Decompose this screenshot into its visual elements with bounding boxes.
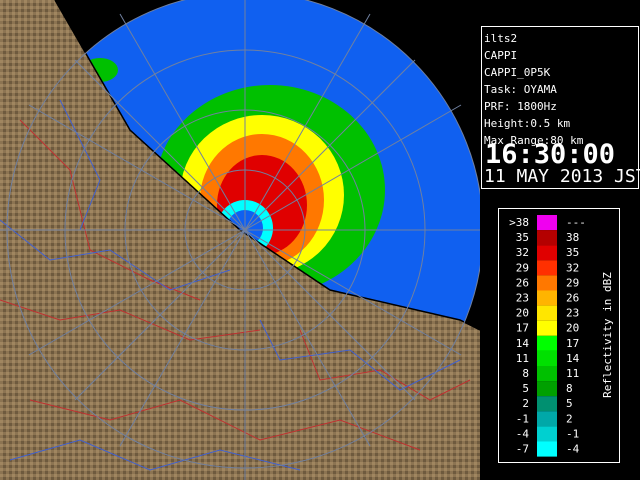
legend-swatch xyxy=(537,411,557,427)
legend-swatch xyxy=(537,426,557,442)
legend-high: 35 xyxy=(566,246,579,259)
legend-high: 26 xyxy=(566,292,579,305)
legend: >38 --- 35 38 32 35 29 32 26 29 23 26 20 23 17 20 14 17 11… xyxy=(509,215,586,457)
info-line: Height:0.5 km xyxy=(484,117,570,130)
legend-low: 29 xyxy=(516,261,529,274)
legend-box xyxy=(498,208,620,463)
legend-swatch xyxy=(537,366,557,382)
legend-swatch xyxy=(537,230,557,246)
legend-low: >38 xyxy=(509,216,529,229)
legend-swatch xyxy=(537,350,557,366)
info-lines: ilts2 CAPPI CAPPI_0P5K Task: OYAMA PRF: 1800… xyxy=(484,32,584,147)
info-panel xyxy=(481,26,639,189)
legend-swatch xyxy=(537,245,557,261)
legend-swatch xyxy=(537,275,557,291)
legend-low: -1 xyxy=(516,412,529,425)
legend-low: 23 xyxy=(516,292,529,305)
legend-high: 11 xyxy=(566,367,579,380)
legend-high: 14 xyxy=(566,352,580,365)
info-line: Task: OYAMA xyxy=(484,83,557,96)
info-line: PRF: 1800Hz xyxy=(484,100,557,113)
legend-high: 20 xyxy=(566,322,579,335)
legend-low: -7 xyxy=(516,443,529,456)
legend-swatch xyxy=(537,215,557,231)
legend-swatch xyxy=(537,260,557,276)
date: 11 MAY 2013 JST xyxy=(484,166,640,187)
legend-high: 17 xyxy=(566,337,579,350)
legend-low: -4 xyxy=(516,427,530,440)
legend-high: 38 xyxy=(566,231,579,244)
legend-high: 32 xyxy=(566,261,579,274)
legend-swatch xyxy=(537,335,557,351)
legend-swatch xyxy=(537,320,557,336)
legend-swatch xyxy=(537,396,557,412)
legend-high: -1 xyxy=(566,427,579,440)
legend-swatch xyxy=(537,381,557,397)
info-line: CAPPI xyxy=(484,49,517,62)
legend-low: 20 xyxy=(516,307,529,320)
legend-high: 5 xyxy=(566,397,573,410)
legend-high: 29 xyxy=(566,276,579,289)
legend-swatch xyxy=(537,441,557,457)
range-rings xyxy=(0,0,480,480)
legend-low: 17 xyxy=(516,322,529,335)
legend-low: 14 xyxy=(516,337,530,350)
info-line: ilts2 xyxy=(484,32,517,45)
legend-low: 35 xyxy=(516,231,529,244)
coastline xyxy=(54,0,480,331)
legend-high: --- xyxy=(566,216,586,229)
legend-high: -4 xyxy=(566,443,580,456)
legend-low: 5 xyxy=(522,382,529,395)
legend-low: 32 xyxy=(516,246,529,259)
map xyxy=(0,0,480,480)
info-line: CAPPI_0P5K xyxy=(484,66,551,79)
legend-low: 11 xyxy=(516,352,529,365)
legend-high: 23 xyxy=(566,307,579,320)
legend-swatch xyxy=(537,290,557,306)
legend-high: 8 xyxy=(566,382,573,395)
legend-low: 26 xyxy=(516,276,529,289)
legend-low: 8 xyxy=(522,367,529,380)
info-line: Max Range:80 km xyxy=(484,134,584,147)
legend-title: Reflectivity in dBZ xyxy=(601,272,614,398)
time: 16:30:00 xyxy=(485,139,615,170)
rivers-blue xyxy=(0,99,461,471)
legend-swatch xyxy=(537,305,557,321)
legend-high: 2 xyxy=(566,412,573,425)
legend-low: 2 xyxy=(522,397,529,410)
